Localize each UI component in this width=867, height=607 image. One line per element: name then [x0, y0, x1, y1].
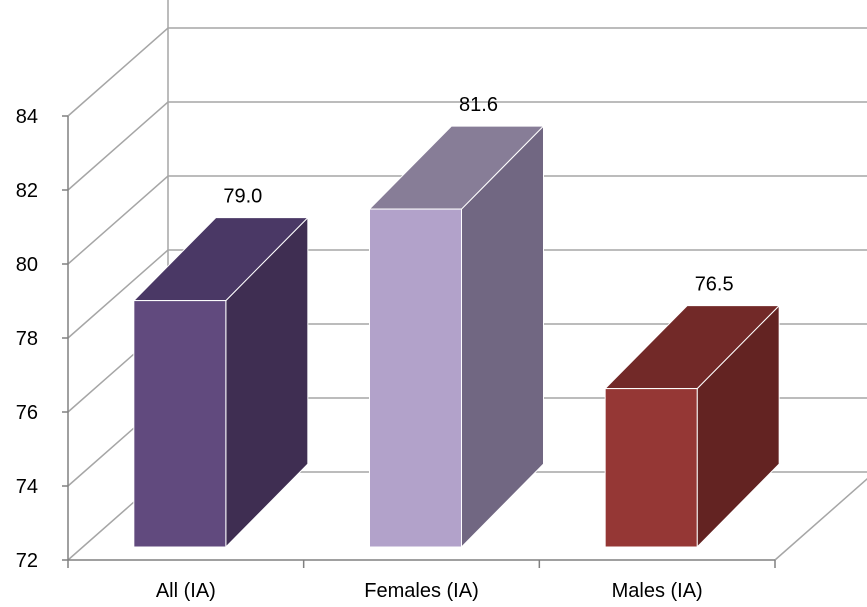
bar-front-face: [133, 300, 227, 548]
bar-front-face: [369, 208, 462, 548]
x-category-label: All (IA): [156, 580, 216, 602]
x-category-label: Females (IA): [364, 580, 478, 602]
bar: [603, 304, 781, 549]
x-category-label: Males (IA): [612, 580, 703, 602]
bar-front-face: [604, 388, 698, 548]
y-tick-label: 72: [16, 550, 38, 572]
data-label: 79.0: [223, 186, 262, 208]
bar: [132, 216, 310, 549]
gridline: [67, 101, 867, 191]
y-tick-label: 78: [16, 328, 38, 350]
bar: [368, 124, 545, 549]
axes: [62, 115, 776, 568]
y-tick-label: 80: [16, 254, 38, 276]
y-tick-label: 84: [16, 106, 38, 128]
gridline: [67, 27, 867, 117]
labels: 72 74 76 78 80 82 84 79.0 All (IA) 81.6 Females (I…: [16, 94, 734, 602]
gridline: [67, 249, 867, 339]
floor-right-edge: [774, 478, 867, 561]
data-label: 76.5: [695, 274, 734, 296]
gridline: [67, 175, 867, 265]
data-label: 81.6: [459, 94, 498, 116]
y-tick-label: 76: [16, 402, 38, 424]
y-tick-label: 82: [16, 180, 38, 202]
bars: [132, 124, 781, 549]
y-tick-label: 74: [16, 476, 38, 498]
